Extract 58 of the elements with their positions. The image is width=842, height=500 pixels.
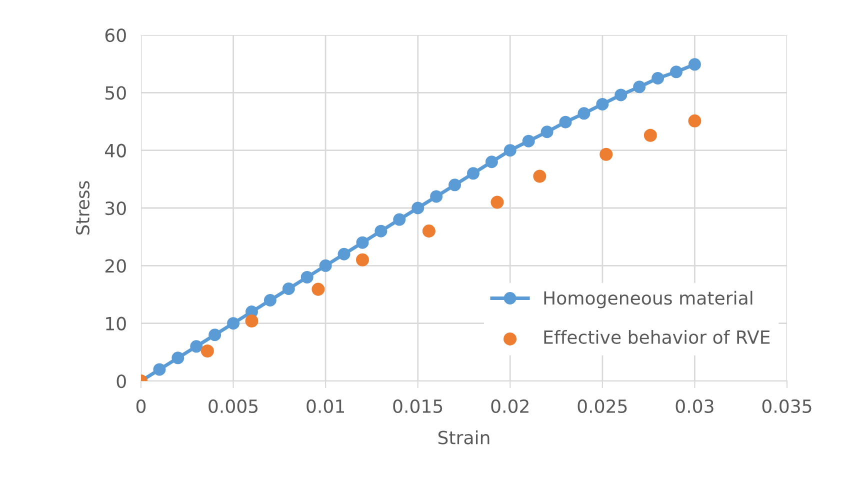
point (312, 282, 325, 296)
point (200, 344, 214, 358)
y-tick-label: 40 (105, 144, 126, 158)
point (466, 167, 480, 180)
point (393, 213, 406, 226)
x-tick-label: 0.025 (578, 399, 627, 414)
y-tick-label: 60 (105, 28, 126, 42)
legend-label: Effective behavior of RVE (544, 330, 770, 344)
legend-label: Homogeneous material (544, 290, 752, 308)
x-tick-label: 0.01 (306, 399, 344, 414)
point (644, 128, 657, 142)
point (688, 58, 701, 71)
point (153, 363, 166, 376)
point (319, 259, 332, 272)
point (614, 88, 628, 102)
point (422, 224, 436, 238)
point (596, 98, 609, 110)
point (448, 178, 462, 192)
point (600, 148, 613, 161)
x-tick-label: 0.02 (491, 399, 528, 414)
point (485, 156, 498, 168)
point (670, 66, 683, 78)
y-tick-label: 30 (106, 201, 126, 216)
point (208, 328, 222, 342)
point (688, 114, 702, 128)
x-tick-label: 0.035 (762, 399, 812, 414)
point (504, 144, 516, 157)
point (633, 80, 646, 94)
y-axis-title: Stress (76, 181, 90, 235)
y-tick-label: 50 (106, 86, 126, 100)
point (227, 317, 240, 330)
y-tick-label: 0 (116, 374, 126, 388)
point (540, 126, 554, 138)
point (522, 134, 535, 148)
x-axis-title: Strain (438, 430, 490, 444)
point (190, 340, 203, 353)
point (430, 190, 443, 203)
point (533, 170, 546, 183)
point (356, 253, 369, 266)
y-tick-label: 10 (106, 316, 126, 330)
x-tick-label: 0 (136, 399, 146, 414)
point (374, 224, 388, 238)
x-tick-label: 0.005 (208, 399, 258, 414)
point (338, 248, 350, 260)
point (559, 116, 572, 128)
point (652, 72, 664, 84)
point (578, 107, 590, 120)
x-tick-label: 0.03 (676, 399, 714, 414)
point (300, 270, 314, 284)
point (490, 196, 504, 209)
point (245, 314, 258, 328)
point (412, 202, 424, 214)
point (356, 236, 369, 249)
point (172, 352, 184, 364)
point (264, 294, 276, 307)
x-tick-label: 0.015 (393, 399, 442, 414)
y-tick-label: 20 (105, 259, 126, 273)
point (282, 282, 295, 295)
